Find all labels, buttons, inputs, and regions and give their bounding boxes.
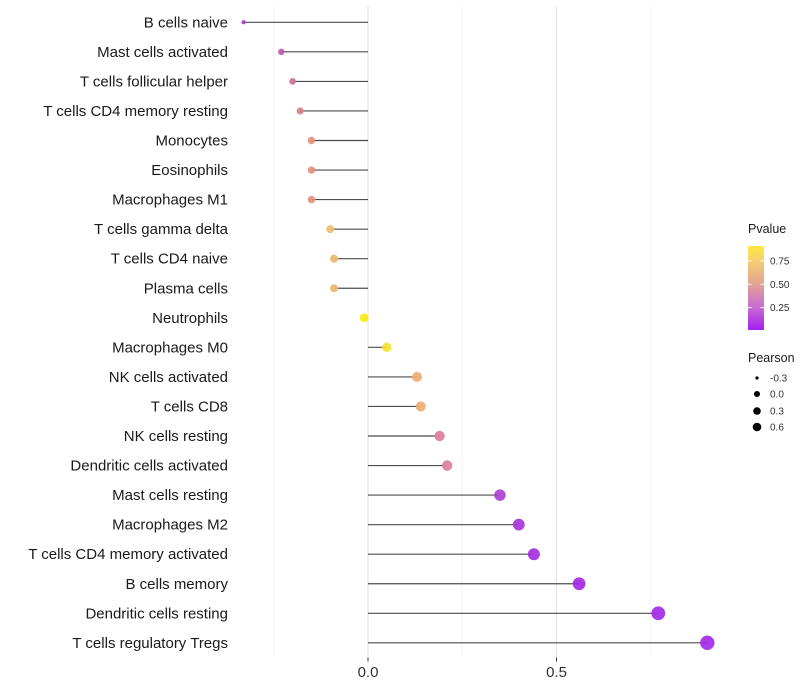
pvalue-colorbar-ticks: 0.75 0.50 0.25 — [748, 256, 790, 314]
category-label: B cells memory — [125, 576, 228, 593]
legend: Pvalue 0.75 0.50 0.25 Pearson -0.3 0.0 0.3 0.… — [748, 222, 795, 434]
data-point — [441, 460, 453, 471]
size-legend-label: 0.3 — [770, 407, 784, 418]
lollipop-row: T cells follicular helper — [80, 73, 368, 90]
category-label: Macrophages M0 — [112, 339, 228, 356]
gridlines — [273, 6, 652, 657]
data-point — [307, 136, 316, 145]
size-legend-label: 0.6 — [770, 423, 784, 434]
lollipop-row: Eosinophils — [151, 162, 368, 179]
lollipop-row: T cells CD8 — [151, 398, 426, 415]
lollipop-row: B cells memory — [125, 576, 586, 593]
data-point — [289, 78, 296, 85]
size-legend-dot — [754, 391, 760, 397]
data-point — [296, 107, 304, 115]
data-point — [700, 635, 715, 651]
data-point — [651, 606, 666, 621]
category-label: T cells CD8 — [151, 398, 228, 415]
lollipop-row: Plasma cells — [144, 280, 368, 297]
data-point — [278, 48, 285, 56]
size-legend-dot — [755, 376, 759, 380]
category-label: T cells CD4 naive — [111, 251, 228, 268]
data-point — [512, 518, 525, 531]
lollipop-row: Monocytes — [155, 133, 368, 150]
x-axis-tick-label: 0.0 — [358, 664, 379, 681]
category-label: NK cells resting — [124, 428, 228, 445]
data-point — [412, 371, 423, 382]
category-label: Eosinophils — [151, 162, 228, 179]
lollipop-row: Neutrophils — [152, 310, 369, 327]
category-label: B cells naive — [144, 14, 228, 31]
x-axis-tick-label: 0.5 — [546, 664, 567, 681]
lollipop-row: T cells CD4 memory resting — [43, 103, 368, 120]
x-axis: 0.0 0.5 — [358, 657, 567, 681]
size-legend-dot — [752, 422, 762, 432]
colorbar-tick-label: 0.75 — [770, 256, 790, 267]
data-point — [382, 342, 392, 353]
category-label: Neutrophils — [152, 310, 228, 327]
colorbar-tick-label: 0.50 — [770, 280, 790, 291]
lollipop-row: B cells naive — [144, 14, 368, 31]
colorbar-tick-label: 0.25 — [770, 303, 790, 314]
lollipop-row: T cells regulatory Tregs — [72, 635, 715, 652]
lollipop-row: Mast cells activated — [97, 44, 368, 61]
data-point — [330, 284, 339, 293]
category-label: Dendritic cells activated — [70, 458, 228, 475]
data-point — [359, 313, 369, 323]
pearson-legend-title: Pearson — [748, 351, 795, 365]
category-label: Dendritic cells resting — [85, 605, 228, 622]
category-label: T cells CD4 memory resting — [43, 103, 228, 120]
data-point — [434, 430, 445, 442]
lollipop-row: Macrophages M1 — [112, 192, 368, 209]
lollipop-row: Dendritic cells resting — [85, 605, 666, 622]
data-point — [415, 401, 426, 412]
data-point — [527, 548, 540, 561]
category-label: T cells follicular helper — [80, 73, 228, 90]
lollipop-row: NK cells activated — [109, 369, 423, 386]
category-label: NK cells activated — [109, 369, 228, 386]
pvalue-legend-title: Pvalue — [748, 222, 786, 236]
size-legend-dot — [753, 407, 761, 415]
category-label: Monocytes — [155, 133, 228, 150]
category-label: T cells gamma delta — [94, 221, 229, 238]
lollipop-row: Dendritic cells activated — [70, 458, 453, 475]
data-point — [307, 166, 316, 174]
pearson-size-legend: -0.3 0.0 0.3 0.6 — [752, 374, 788, 434]
data-point — [572, 577, 586, 591]
lollipop-row: Mast cells resting — [112, 487, 506, 504]
pvalue-colorbar — [748, 246, 764, 330]
category-label: Macrophages M1 — [112, 192, 228, 209]
size-legend-label: -0.3 — [770, 374, 788, 385]
lollipop-row: T cells gamma delta — [94, 221, 368, 238]
lollipop-row: Macrophages M0 — [112, 339, 392, 356]
category-label: Mast cells activated — [97, 44, 228, 61]
category-label: Macrophages M2 — [112, 517, 228, 534]
data-point — [241, 20, 246, 25]
category-label: T cells regulatory Tregs — [72, 635, 228, 652]
lollipop-row: Macrophages M2 — [112, 517, 525, 534]
data-point — [330, 254, 339, 263]
size-legend-label: 0.0 — [770, 390, 784, 401]
data-point — [494, 489, 506, 501]
category-label: Plasma cells — [144, 280, 228, 297]
data-point — [326, 225, 335, 234]
category-label: T cells CD4 memory activated — [28, 546, 228, 563]
lollipop-row: T cells CD4 naive — [111, 251, 368, 268]
lollipop-row: T cells CD4 memory activated — [28, 546, 540, 563]
data-point — [307, 195, 316, 204]
lollipop-row: NK cells resting — [124, 428, 445, 445]
category-label: Mast cells resting — [112, 487, 228, 504]
lollipop-rows: B cells naive Mast cells activated T cells… — [28, 14, 715, 652]
